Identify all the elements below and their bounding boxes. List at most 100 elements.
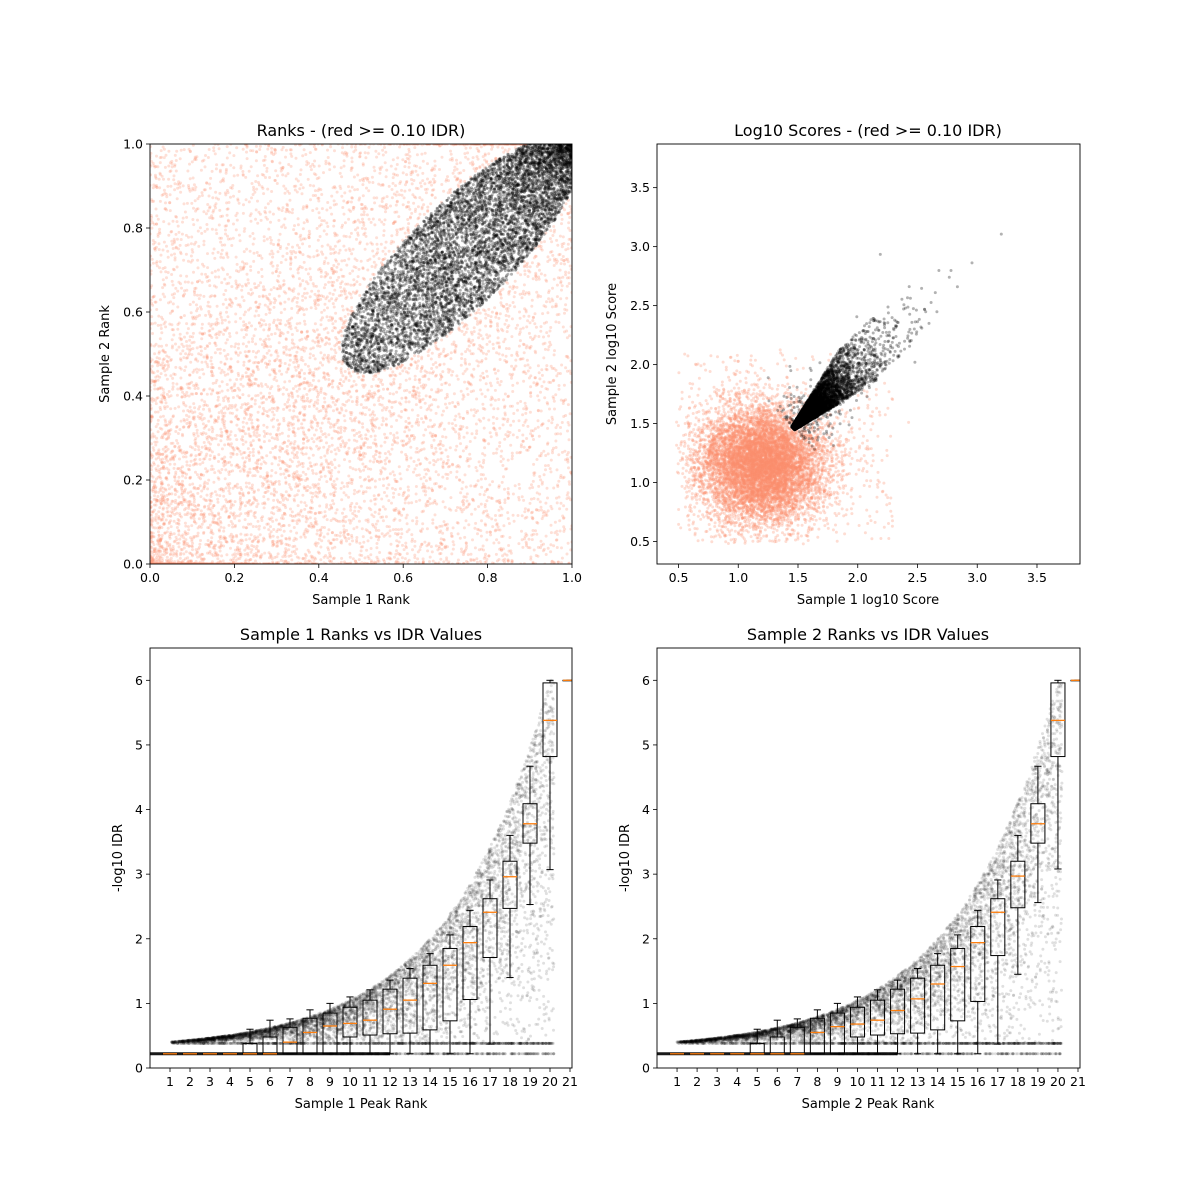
red-point: [347, 446, 351, 450]
red-point: [272, 297, 276, 301]
red-point: [195, 315, 199, 319]
red-point: [375, 417, 379, 421]
red-point: [556, 560, 560, 564]
red-point: [270, 150, 274, 154]
red-point: [525, 325, 529, 329]
red-point: [208, 457, 212, 461]
red-point: [304, 515, 308, 518]
red-point: [536, 245, 540, 248]
red-point: [430, 487, 434, 491]
red-point: [249, 550, 253, 554]
red-point: [269, 474, 273, 478]
red-point: [167, 395, 171, 399]
red-point: [476, 479, 480, 483]
red-point: [540, 248, 544, 252]
red-point: [318, 446, 322, 450]
red-point: [434, 361, 438, 365]
red-point: [254, 342, 258, 346]
red-point: [247, 281, 250, 285]
red-point: [207, 526, 211, 530]
red-point: [319, 545, 323, 549]
red-point: [244, 355, 248, 359]
red-point: [320, 310, 324, 314]
red-point: [169, 184, 173, 188]
red-point: [168, 544, 172, 548]
red-point: [308, 388, 312, 391]
red-point: [478, 560, 482, 563]
red-point: [384, 203, 388, 206]
red-point: [295, 531, 299, 535]
red-point: [446, 191, 450, 195]
red-point: [296, 296, 300, 300]
red-point: [413, 544, 417, 548]
red-point: [187, 506, 191, 510]
red-point: [285, 449, 289, 453]
red-point: [362, 478, 366, 482]
red-point: [424, 502, 428, 506]
red-point: [158, 260, 162, 264]
red-point: [318, 235, 322, 238]
red-point: [539, 546, 542, 550]
red-point: [292, 426, 296, 430]
red-point: [377, 512, 381, 516]
red-point: [316, 398, 320, 402]
red-point: [500, 303, 504, 307]
red-point: [239, 382, 243, 386]
red-point: [522, 314, 526, 318]
red-point: [176, 182, 180, 186]
red-point: [337, 464, 341, 468]
red-point: [244, 526, 248, 530]
red-point: [391, 528, 395, 532]
red-point: [207, 434, 211, 438]
red-point: [539, 409, 543, 413]
red-point: [206, 252, 209, 256]
red-point: [165, 466, 169, 470]
red-point: [264, 490, 268, 494]
red-point: [155, 498, 159, 502]
red-point: [493, 306, 497, 310]
red-point: [309, 165, 313, 168]
red-point: [190, 160, 194, 164]
red-point: [398, 227, 402, 231]
red-point: [300, 478, 304, 482]
red-point: [530, 483, 533, 487]
red-point: [431, 488, 435, 492]
red-point: [453, 165, 457, 169]
red-point: [219, 525, 223, 529]
red-point: [327, 383, 331, 387]
ranks-ylabel: Sample 2 Rank: [98, 305, 113, 403]
red-point: [400, 439, 404, 443]
red-point: [168, 322, 172, 326]
red-point: [340, 498, 344, 502]
red-point: [346, 450, 350, 454]
red-point: [524, 291, 528, 295]
red-point: [370, 427, 374, 431]
red-point: [237, 233, 241, 237]
red-point: [322, 535, 326, 539]
red-point: [175, 393, 179, 397]
red-point: [335, 190, 339, 194]
red-point: [164, 325, 168, 329]
red-point: [203, 484, 207, 488]
red-point: [417, 473, 421, 477]
red-point: [494, 514, 497, 517]
red-point: [559, 432, 563, 436]
red-point: [284, 174, 288, 178]
red-point: [156, 495, 160, 498]
red-point: [271, 271, 275, 275]
red-point: [227, 473, 231, 476]
red-point: [344, 409, 348, 413]
red-point: [209, 392, 213, 396]
red-point: [405, 522, 409, 526]
red-point: [171, 219, 175, 223]
red-point: [151, 332, 154, 335]
red-point: [461, 503, 465, 507]
red-point: [519, 327, 523, 331]
red-point: [191, 218, 195, 221]
red-point: [247, 510, 251, 514]
red-point: [265, 432, 269, 436]
red-point: [255, 505, 259, 509]
red-point: [414, 492, 418, 496]
red-point: [167, 164, 171, 168]
red-point: [314, 520, 318, 523]
